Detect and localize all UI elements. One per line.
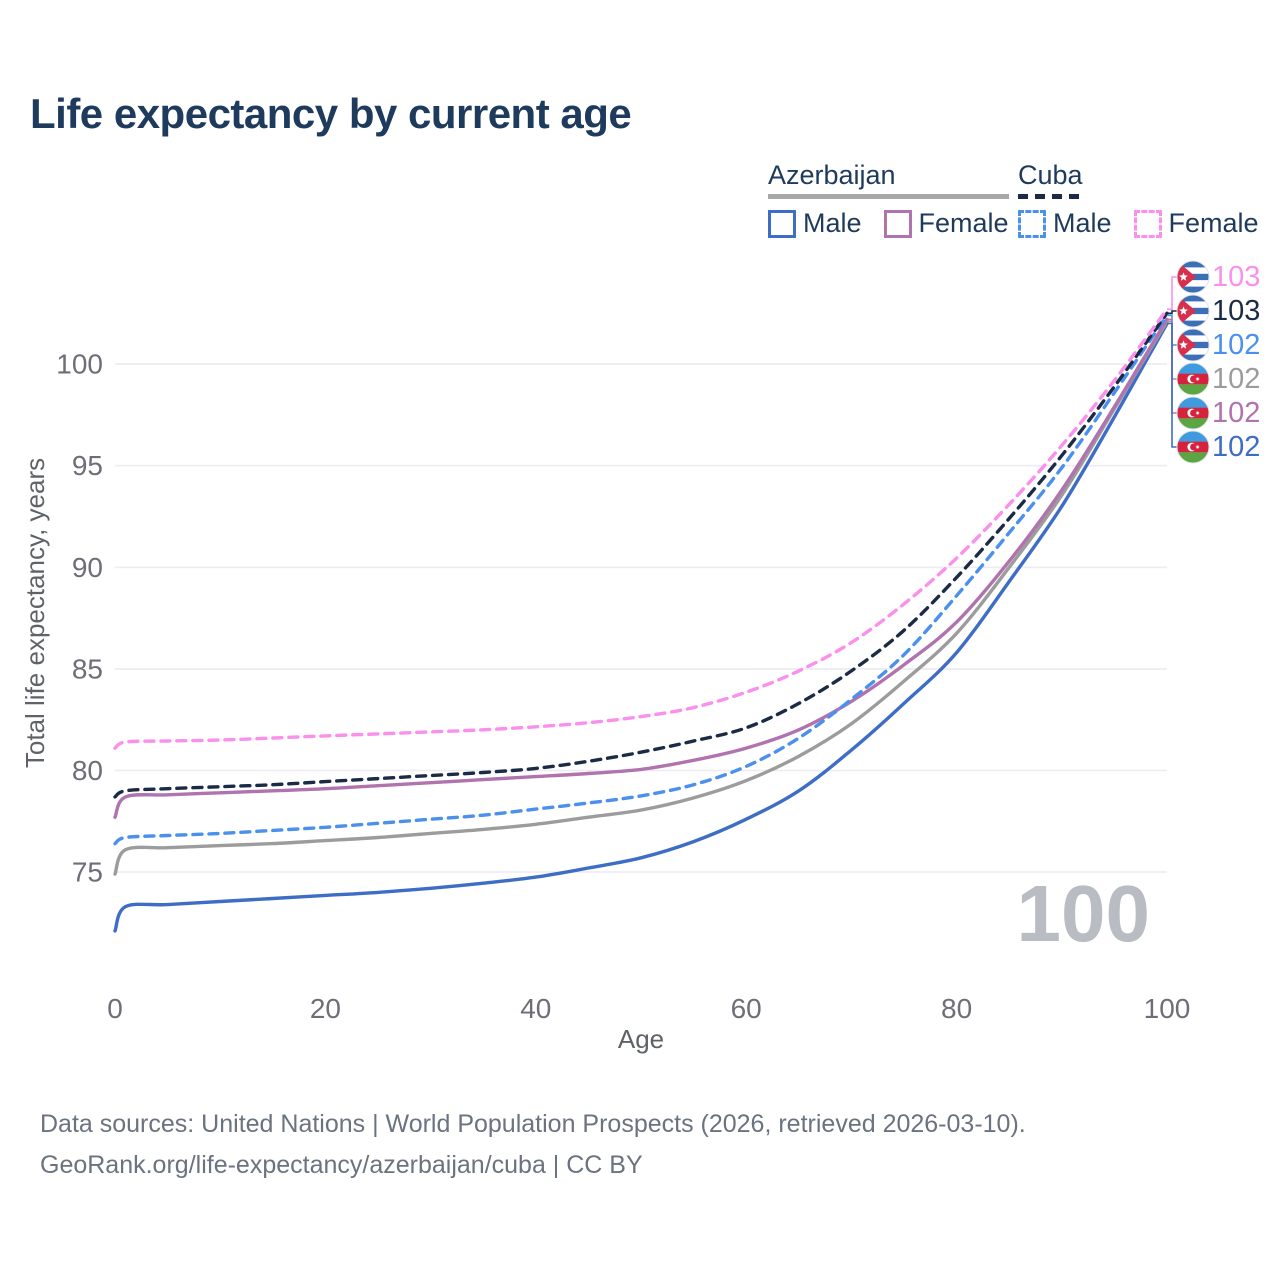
data-sources-line: Data sources: United Nations | World Pop… [40, 1110, 1026, 1138]
series-line-cuba_male[interactable] [113, 313, 1169, 846]
end-label-leader-az_male [1167, 322, 1177, 448]
legend-item-cuba-female[interactable]: Female [1133, 208, 1259, 239]
end-label-flag-cuba [1176, 260, 1210, 294]
flag-cuba-icon [1177, 295, 1209, 327]
footer: Data sources: United Nations | World Pop… [40, 1104, 1026, 1186]
end-value-label-az_female[interactable]: 102 [1212, 397, 1260, 429]
legend-item-azerbaijan-male[interactable]: Male [768, 208, 862, 239]
azerbaijan-female-swatch [883, 209, 912, 238]
legend-group-azerbaijan: Azerbaijan Male Female [768, 160, 1009, 239]
legend-item-label: Male [803, 208, 862, 238]
end-value-label-cuba_female[interactable]: 103 [1212, 261, 1260, 293]
legend-item-label: Female [918, 208, 1009, 238]
series-line-az_male[interactable] [113, 321, 1169, 933]
y-tick-label: 80 [72, 755, 103, 786]
legend-group-cuba: Cuba Male Female [1018, 160, 1259, 239]
legend-country-cuba: Cuba [1018, 160, 1083, 190]
end-label-flag-azerbaijan [1176, 430, 1210, 464]
end-value-label-az_total[interactable]: 102 [1212, 363, 1260, 395]
x-tick-label: 0 [107, 993, 123, 1024]
end-value-label-az_male[interactable]: 102 [1212, 431, 1260, 463]
life-expectancy-line-chart[interactable]: 75 80 85 90 95 100 0 20 40 60 80 100 Age Total life e… [0, 0, 1280, 1090]
flag-cuba-icon [1177, 329, 1209, 361]
attribution-line[interactable]: GeoRank.org/life-expectancy/azerbaijan/c… [40, 1151, 643, 1179]
end-value-label-cuba_male[interactable]: 102 [1212, 329, 1260, 361]
flag-cuba-icon [1177, 261, 1209, 293]
flag-azerbaijan-icon [1177, 397, 1209, 429]
series-line-cuba_female[interactable] [113, 307, 1169, 750]
legend-item-label: Female [1168, 208, 1259, 238]
x-tick-label: 80 [941, 993, 972, 1024]
series-line-cuba_total[interactable] [113, 311, 1169, 799]
legend-underline-azerbaijan-solid [768, 194, 1009, 199]
x-tick-label: 40 [520, 993, 551, 1024]
legend-item-cuba-male[interactable]: Male [1018, 208, 1112, 239]
legend-country-azerbaijan: Azerbaijan [768, 160, 896, 190]
series-line-az_female[interactable] [113, 317, 1169, 819]
end-label-flag-azerbaijan [1176, 362, 1210, 396]
end-label-flag-cuba [1176, 294, 1210, 328]
azerbaijan-male-swatch [768, 209, 796, 238]
y-tick-label: 75 [72, 857, 103, 888]
page-title: Life expectancy by current age [30, 90, 632, 137]
y-axis-title: Total life expectancy, years [20, 458, 50, 768]
y-tick-label: 95 [72, 450, 103, 481]
x-tick-label: 100 [1144, 993, 1191, 1024]
legend-item-azerbaijan-female[interactable]: Female [883, 208, 1009, 239]
y-tick-label: 85 [72, 653, 103, 684]
x-tick-label: 60 [731, 993, 762, 1024]
end-label-leader-cuba_total [1167, 310, 1177, 315]
end-label-leader-cuba_female [1167, 276, 1177, 311]
end-label-flag-azerbaijan [1176, 396, 1210, 430]
flag-azerbaijan-icon [1177, 363, 1209, 395]
legend-item-label: Male [1053, 208, 1112, 238]
y-tick-label: 100 [56, 349, 103, 380]
hovered-age-watermark: 100 [1017, 869, 1150, 958]
y-tick-label: 90 [72, 552, 103, 583]
series-line-az_total[interactable] [113, 319, 1169, 876]
end-label-flag-cuba [1176, 328, 1210, 362]
end-value-label-cuba_total[interactable]: 103 [1212, 295, 1260, 327]
cuba-male-swatch [1018, 209, 1046, 238]
cuba-female-swatch [1133, 209, 1162, 238]
x-tick-label: 20 [310, 993, 341, 1024]
flag-azerbaijan-icon [1177, 431, 1209, 463]
legend-underline-cuba-dashed [1018, 194, 1080, 199]
x-axis-title: Age [618, 1024, 664, 1054]
